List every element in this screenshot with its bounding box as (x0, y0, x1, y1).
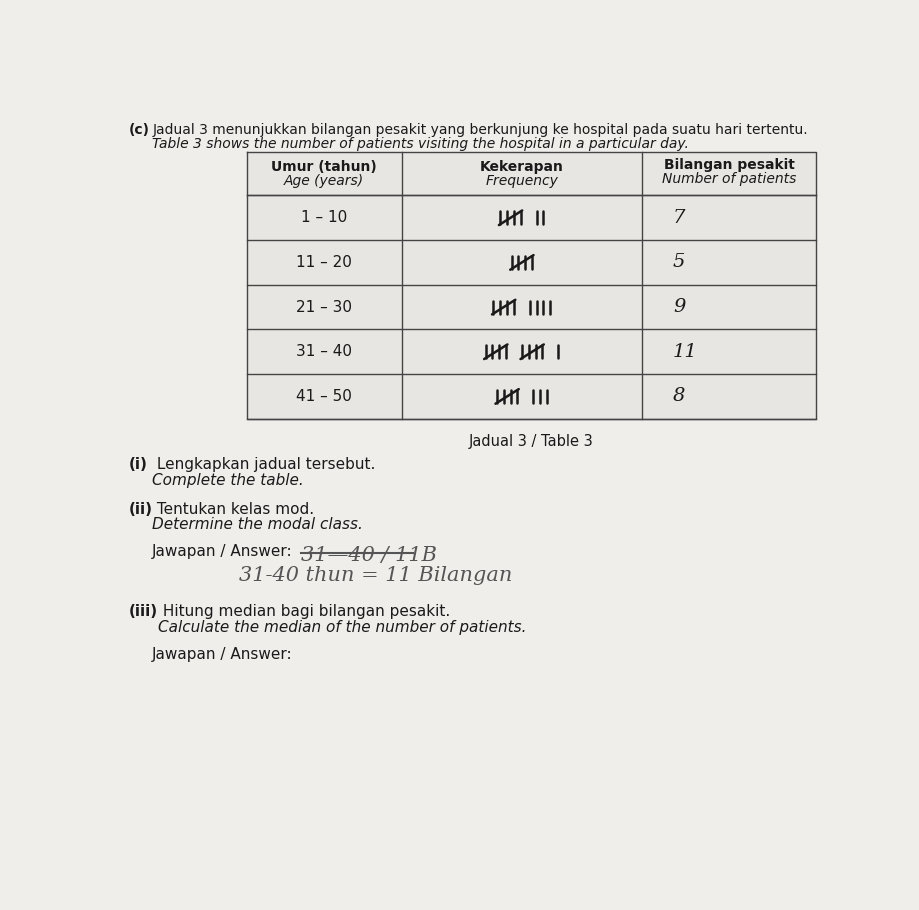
Text: Bilangan pesakit: Bilangan pesakit (663, 158, 794, 173)
Text: Jawapan / Answer:: Jawapan / Answer: (152, 544, 292, 560)
Text: Determine the modal class.: Determine the modal class. (152, 517, 363, 532)
Text: 21 – 30: 21 – 30 (296, 299, 352, 315)
Text: Complete the table.: Complete the table. (152, 472, 303, 488)
Text: Table 3 shows the number of patients visiting the hospital in a particular day.: Table 3 shows the number of patients vis… (152, 136, 688, 151)
Text: 11 – 20: 11 – 20 (296, 255, 352, 270)
Text: Hitung median bagi bilangan pesakit.: Hitung median bagi bilangan pesakit. (157, 604, 449, 620)
Text: (i): (i) (129, 457, 148, 472)
Text: 41 – 50: 41 – 50 (296, 389, 352, 404)
Text: (iii): (iii) (129, 604, 158, 620)
Text: 1 – 10: 1 – 10 (301, 210, 347, 226)
Text: Jadual 3 menunjukkan bilangan pesakit yang berkunjung ke hospital pada suatu har: Jadual 3 menunjukkan bilangan pesakit ya… (152, 123, 807, 137)
Text: Kekerapan: Kekerapan (480, 160, 563, 174)
Text: 11: 11 (673, 343, 697, 360)
Text: Number of patients: Number of patients (662, 172, 796, 187)
Text: Frequency: Frequency (485, 174, 558, 187)
Text: 5: 5 (673, 253, 685, 271)
Text: Calculate the median of the number of patients.: Calculate the median of the number of pa… (157, 620, 526, 634)
Text: 31 – 40: 31 – 40 (296, 344, 352, 359)
Text: Jawapan / Answer:: Jawapan / Answer: (152, 647, 292, 662)
Text: 31-40 thun = 11 Bilangan: 31-40 thun = 11 Bilangan (239, 566, 512, 585)
Text: Lengkapkan jadual tersebut.: Lengkapkan jadual tersebut. (152, 457, 375, 472)
Bar (246, 152, 815, 419)
Text: (c): (c) (129, 123, 150, 137)
Text: (ii): (ii) (129, 502, 153, 517)
Text: 31—40 / 11B: 31—40 / 11B (301, 546, 437, 565)
Text: 7: 7 (673, 208, 685, 227)
Text: Umur (tahun): Umur (tahun) (271, 160, 377, 174)
Text: Tentukan kelas mod.: Tentukan kelas mod. (152, 502, 314, 517)
Text: 8: 8 (673, 388, 685, 406)
Text: Age (years): Age (years) (284, 174, 364, 187)
Text: Jadual 3 / Table 3: Jadual 3 / Table 3 (469, 434, 594, 450)
Text: 9: 9 (673, 298, 685, 316)
